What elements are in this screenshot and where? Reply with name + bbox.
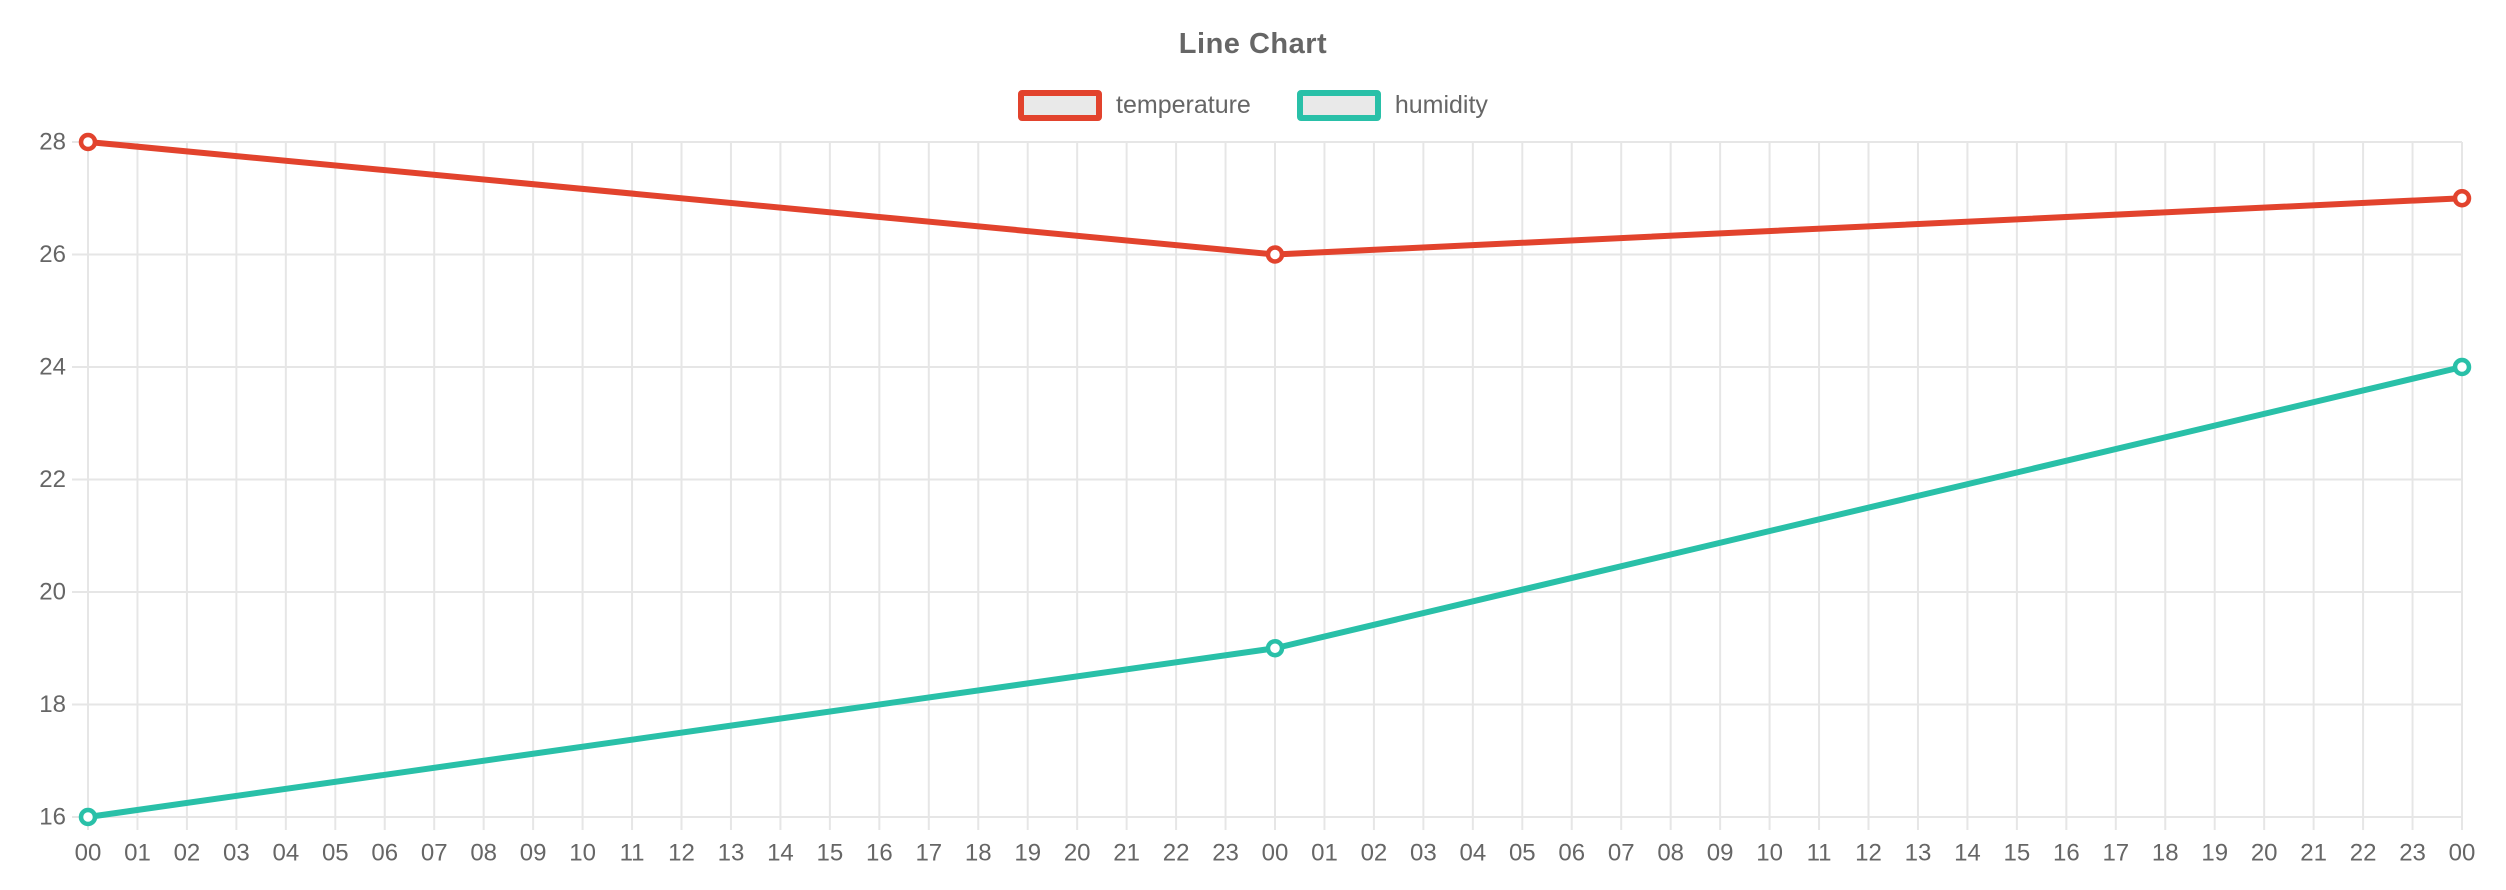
- x-axis-tick-label: 11: [620, 840, 645, 867]
- chart-legend: temperature humidity: [0, 90, 2506, 121]
- x-axis-tick-label: 03: [1410, 840, 1437, 867]
- x-axis-tick-label: 07: [1608, 840, 1635, 867]
- legend-swatch-temperature: [1018, 90, 1103, 121]
- y-axis-tick-label: 26: [39, 241, 66, 268]
- x-axis-tick-label: 12: [1855, 840, 1882, 867]
- data-point-humidity[interactable]: [2452, 357, 2472, 377]
- x-axis-tick-label: 13: [1905, 840, 1932, 867]
- x-axis-tick-label: 07: [421, 840, 448, 867]
- legend-item-temperature[interactable]: temperature: [1018, 90, 1251, 121]
- chart-title: Line Chart: [1178, 28, 1328, 60]
- x-axis-tick-label: 16: [866, 840, 893, 867]
- x-axis-tick-label: 01: [124, 840, 151, 867]
- x-axis-tick-label: 04: [1459, 840, 1486, 867]
- x-axis-tick-label: 22: [1163, 840, 1190, 867]
- legend-label: temperature: [1116, 91, 1251, 119]
- y-axis-tick-label: 22: [39, 466, 66, 493]
- data-point-humidity[interactable]: [1265, 639, 1285, 658]
- x-axis-tick-label: 20: [1064, 840, 1091, 867]
- x-axis-tick-label: 12: [668, 840, 695, 867]
- x-axis-tick-label: 17: [2102, 840, 2129, 867]
- x-axis-tick-label: 09: [1707, 840, 1734, 867]
- legend-label: humidity: [1394, 91, 1488, 119]
- x-axis-tick-label: 23: [2399, 840, 2426, 867]
- x-axis-tick-label: 08: [470, 840, 497, 867]
- x-axis-tick-label: 14: [1954, 840, 1981, 867]
- x-axis-tick-label: 02: [174, 840, 201, 867]
- y-axis-tick-label: 16: [39, 804, 66, 831]
- x-axis-tick-label: 15: [817, 840, 844, 867]
- y-axis-tick-label: 28: [39, 129, 66, 156]
- x-axis-tick-label: 00: [1262, 840, 1289, 867]
- x-axis-tick-label: 10: [569, 840, 596, 867]
- x-axis-tick-label: 06: [1558, 840, 1585, 867]
- x-axis-tick-label: 21: [1113, 840, 1140, 867]
- x-axis-tick-label: 02: [1361, 840, 1388, 867]
- x-axis-tick-label: 09: [520, 840, 547, 867]
- x-axis-tick-label: 10: [1756, 840, 1783, 867]
- x-axis-tick-label: 22: [2350, 840, 2377, 867]
- x-axis-tick-label: 04: [272, 840, 299, 867]
- data-point-humidity[interactable]: [78, 807, 98, 827]
- y-axis-tick-label: 20: [39, 579, 66, 606]
- x-axis-tick-label: 19: [1014, 840, 1041, 867]
- x-axis-tick-label: 18: [965, 840, 992, 867]
- x-axis-tick-label: 14: [767, 840, 794, 867]
- legend-swatch-humidity: [1296, 90, 1381, 121]
- x-axis-tick-label: 16: [2053, 840, 2080, 867]
- x-axis-tick-label: 19: [2201, 840, 2228, 867]
- data-point-temperature[interactable]: [78, 132, 98, 152]
- y-axis-tick-label: 18: [39, 691, 66, 718]
- x-axis-tick-label: 08: [1657, 840, 1684, 867]
- x-axis-tick-label: 00: [2449, 840, 2476, 867]
- legend-item-humidity[interactable]: humidity: [1296, 90, 1488, 121]
- x-axis-tick-label: 18: [2152, 840, 2179, 867]
- x-axis-tick-label: 01: [1311, 840, 1338, 867]
- x-axis-tick-label: 05: [322, 840, 349, 867]
- data-point-temperature[interactable]: [2452, 189, 2472, 208]
- data-point-temperature[interactable]: [1265, 245, 1285, 264]
- y-axis-tick-label: 24: [39, 354, 66, 381]
- x-axis-tick-label: 23: [1212, 840, 1239, 867]
- x-axis-tick-label: 20: [2251, 840, 2278, 867]
- x-axis-tick-label: 03: [223, 840, 250, 867]
- x-axis-tick-label: 21: [2300, 840, 2327, 867]
- x-axis-tick-label: 05: [1509, 840, 1536, 867]
- x-axis-tick-label: 17: [915, 840, 942, 867]
- x-axis-tick-label: 11: [1807, 840, 1832, 867]
- x-axis-tick-label: 15: [2004, 840, 2031, 867]
- x-axis-tick-label: 13: [718, 840, 745, 867]
- x-axis-tick-label: 06: [371, 840, 398, 867]
- x-axis-tick-label: 00: [75, 840, 102, 867]
